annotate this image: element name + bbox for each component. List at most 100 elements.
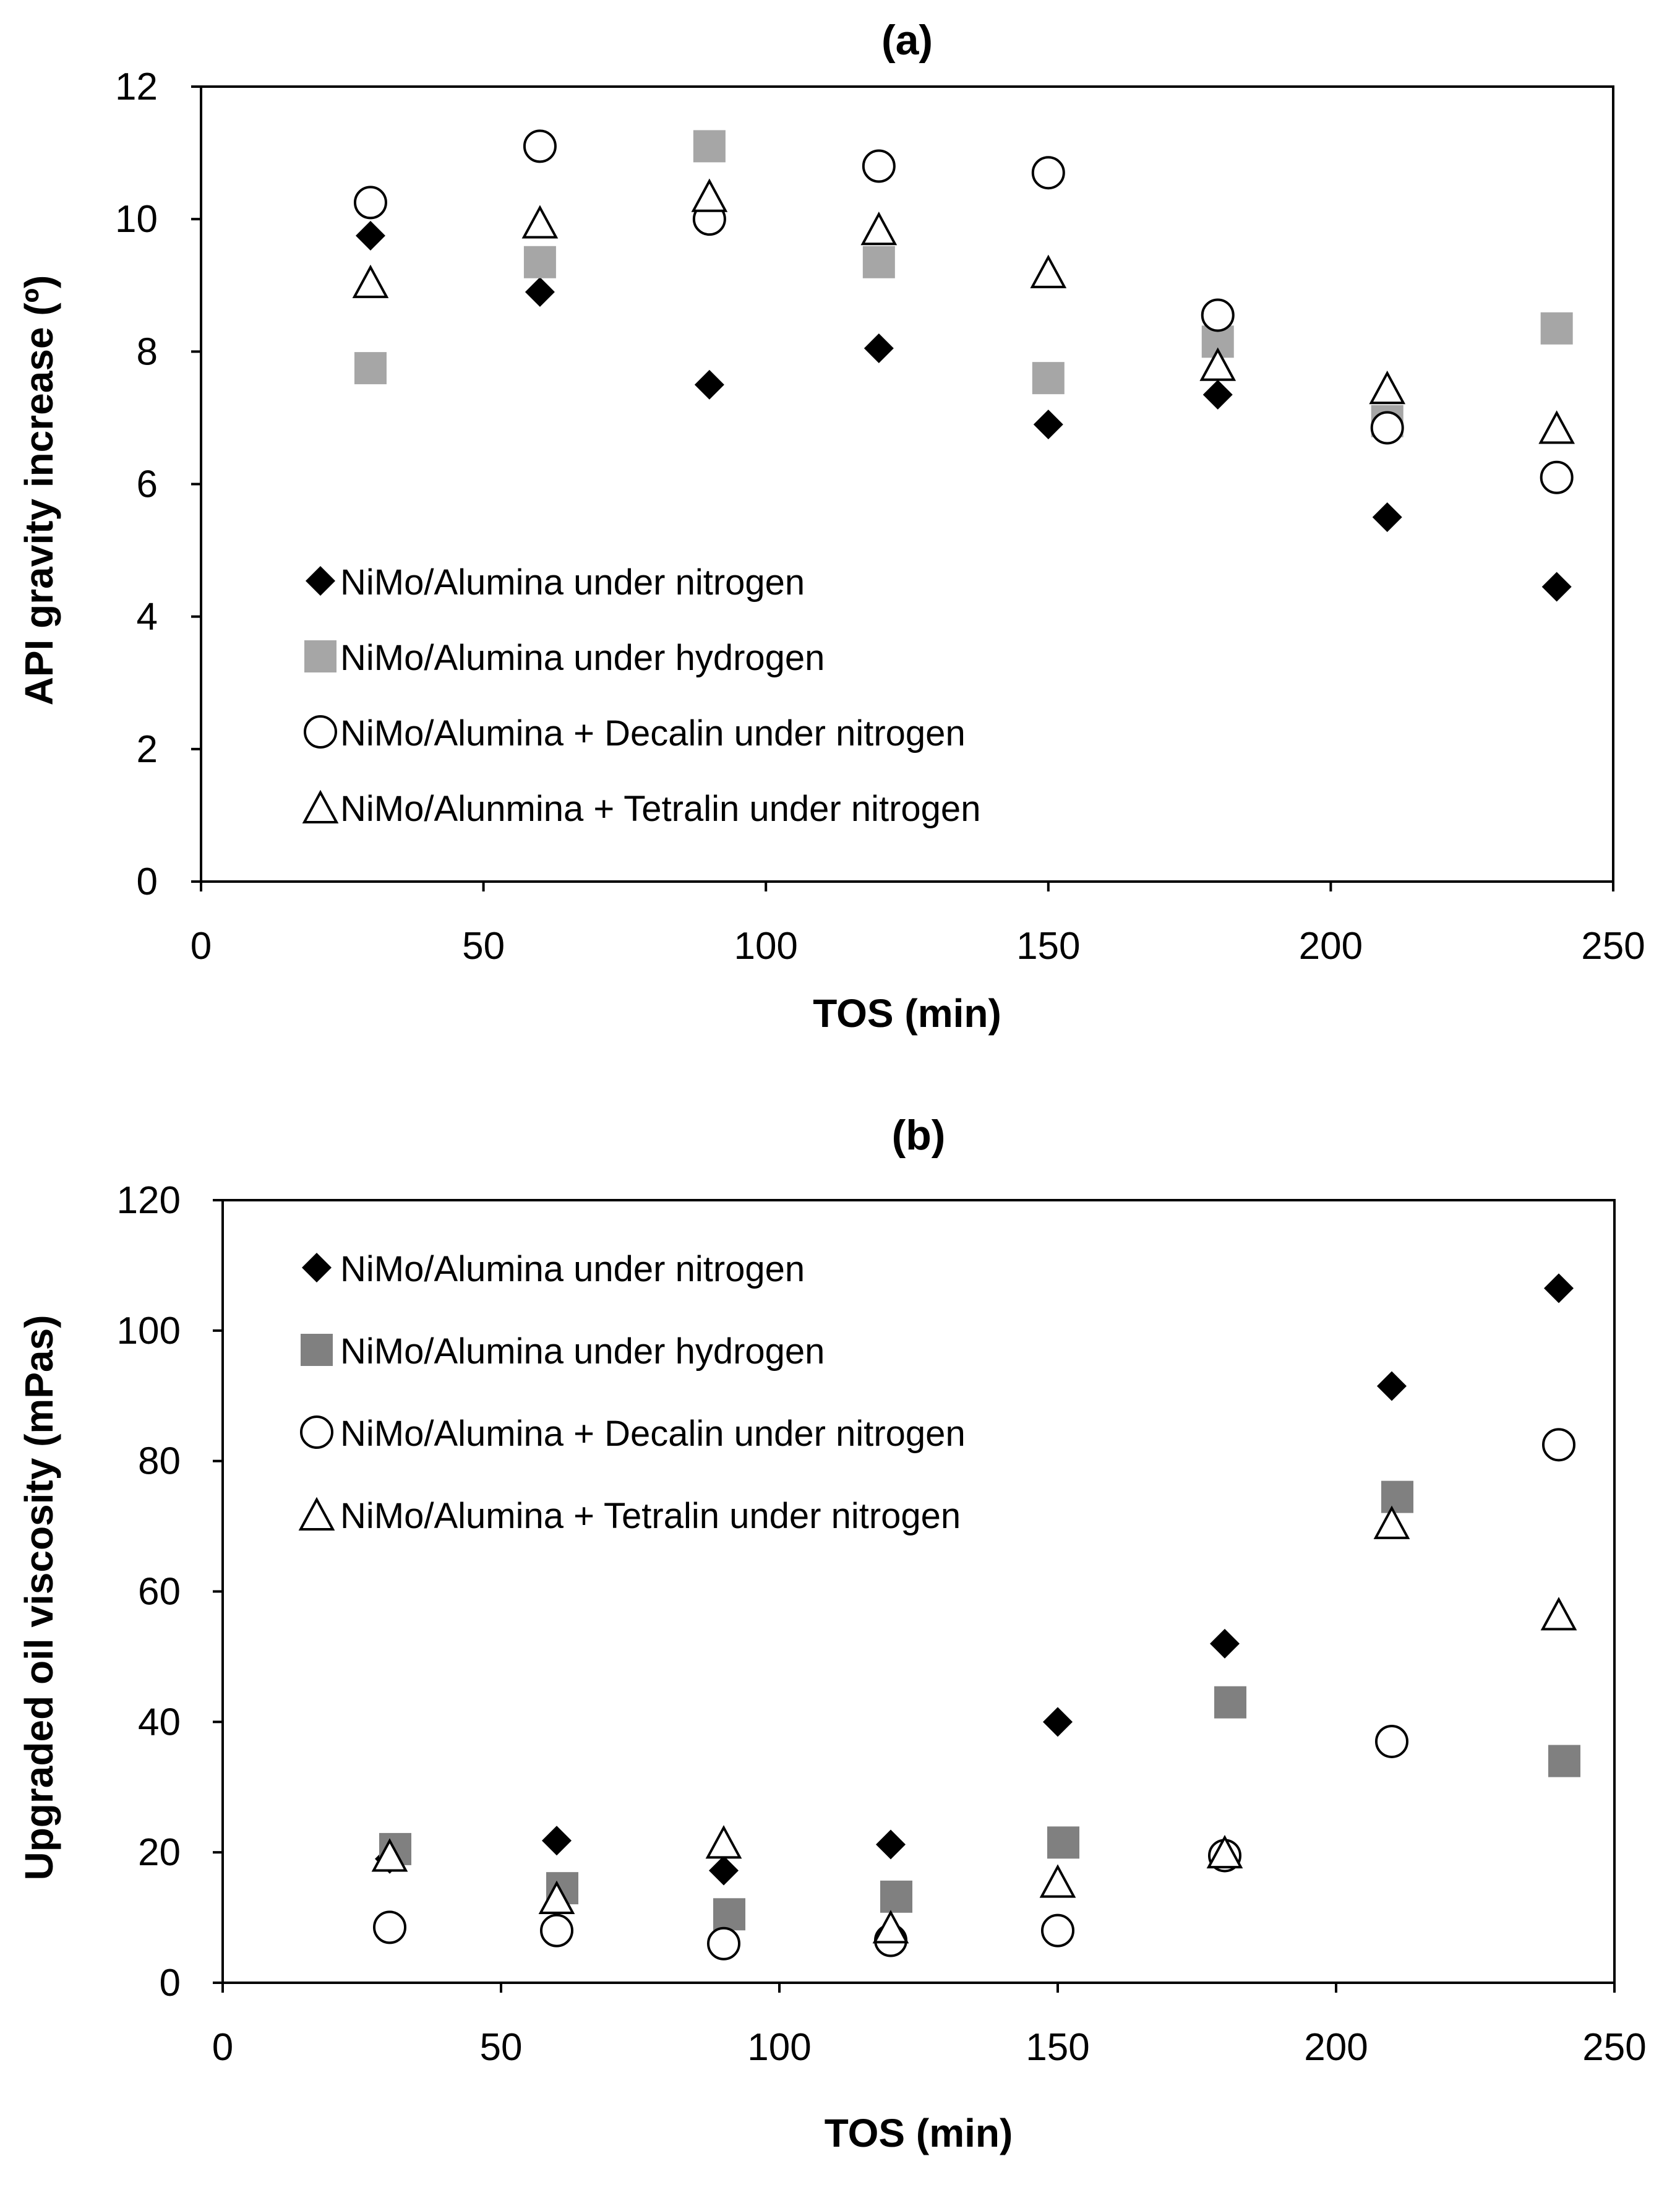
data-point-series-4 [860, 212, 898, 246]
legend-marker-circle [300, 1415, 333, 1449]
x-tick-label: 150 [1026, 2026, 1089, 2069]
y-tick-label: 40 [138, 1701, 181, 1743]
legend-marker-square [304, 640, 336, 672]
y-tick-label: 120 [117, 1179, 181, 1222]
y-tick-label: 0 [160, 1962, 181, 2004]
data-point-series-2 [354, 352, 387, 385]
data-point-series-3 [862, 149, 896, 183]
data-point-series-3 [707, 1926, 740, 1960]
data-point-series-2 [1381, 1480, 1413, 1513]
y-axis-label: Upgraded oil viscosity (mPas) [17, 1315, 61, 1880]
data-point-series-2 [1032, 362, 1065, 395]
panel-b: (b) 0 50 100 150 200 250 0 20 40 60 80 100 120 TOS (mi… [17, 1112, 1647, 2155]
y-tick-label: 2 [137, 728, 158, 771]
data-point-series-1 [709, 1855, 739, 1886]
y-tick-label: 8 [137, 330, 158, 373]
chart-title: (a) [881, 17, 933, 64]
data-point-series-4 [1039, 1864, 1076, 1898]
y-tick-label: 100 [117, 1310, 181, 1352]
data-point-series-1 [1033, 410, 1063, 440]
x-tick-label: 0 [212, 2026, 233, 2069]
data-point-series-3 [1375, 1724, 1408, 1758]
data-point-series-1 [694, 369, 724, 400]
legend-marker-circle [304, 715, 337, 749]
data-point-series-3 [1542, 1428, 1575, 1462]
chart-title: (b) [892, 1112, 946, 1159]
data-point-series-4 [1373, 1505, 1410, 1539]
plot-area [221, 1199, 1616, 1984]
x-tick-label: 250 [1581, 925, 1645, 968]
data-point-series-1 [1377, 1371, 1407, 1401]
data-point-series-1 [1544, 1273, 1574, 1303]
x-tick-label: 100 [734, 925, 797, 968]
legend-label: NiMo/Alumina under nitrogen [340, 562, 805, 603]
x-tick-label: 200 [1304, 2026, 1368, 2069]
legend-marker-diamond [306, 566, 335, 596]
data-point-series-4 [1199, 347, 1236, 381]
data-point-series-1 [1043, 1707, 1073, 1737]
data-point-series-4 [371, 1838, 408, 1872]
legend-label: NiMo/Alumina under nitrogen [340, 1249, 805, 1289]
x-tick-label: 100 [747, 2026, 811, 2069]
legend-label: NiMo/Alumina + Tetralin under nitrogen [340, 1496, 961, 1536]
data-point-series-4 [705, 1825, 742, 1859]
data-point-series-1 [1372, 502, 1402, 533]
data-point-series-2 [1214, 1686, 1246, 1719]
data-point-series-2 [693, 130, 726, 163]
data-point-series-3 [1201, 298, 1235, 332]
data-point-series-1 [355, 220, 385, 251]
y-tick-label: 20 [138, 1831, 181, 1874]
data-point-series-3 [1031, 156, 1065, 190]
legend: NiMo/Alumina under nitrogen NiMo/Alumina … [302, 562, 980, 829]
legend-marker-triangle [302, 789, 339, 823]
data-point-series-3 [1041, 1913, 1074, 1947]
x-tick-label: 50 [480, 2026, 523, 2069]
data-point-series-4 [1540, 1597, 1577, 1631]
data-point-series-3 [353, 186, 387, 220]
y-tick-label: 10 [115, 198, 158, 241]
legend-marker-diamond [302, 1253, 332, 1282]
data-point-series-2 [523, 246, 556, 278]
data-point-series-4 [1538, 410, 1575, 444]
y-tick-label: 0 [137, 861, 158, 903]
legend: NiMo/Alumina under nitrogen NiMo/Alumina … [298, 1249, 966, 1536]
data-point-series-4 [1369, 371, 1406, 405]
y-tick-label: 80 [138, 1440, 181, 1483]
data-point-series-4 [872, 1910, 909, 1944]
legend-label: NiMo/Alumina under hydrogen [340, 638, 825, 678]
data-point-series-3 [540, 1913, 573, 1947]
data-point-series-1 [542, 1826, 572, 1856]
y-axis-label: API gravity increase (º) [17, 275, 61, 706]
data-point-series-3 [1370, 411, 1404, 445]
data-point-series-4 [538, 1880, 575, 1914]
y-tick-label: 4 [137, 596, 158, 638]
x-tick-label: 150 [1016, 925, 1080, 968]
legend-marker-square [301, 1334, 333, 1366]
data-point-series-4 [1206, 1834, 1243, 1869]
data-point-series-4 [521, 205, 559, 239]
x-tick-label: 0 [191, 925, 212, 968]
data-point-series-1 [1210, 1628, 1240, 1659]
x-tick-label: 200 [1299, 925, 1363, 968]
data-point-series-1 [876, 1829, 906, 1860]
data-point-series-1 [1541, 572, 1572, 602]
data-point-series-4 [1030, 254, 1067, 288]
legend-label: NiMo/Alumina + Decalin under nitrogen [340, 1414, 966, 1454]
data-point-series-3 [373, 1910, 406, 1944]
data-point-series-2 [1047, 1826, 1079, 1859]
data-point-series-3 [1540, 460, 1574, 494]
data-point-series-3 [523, 129, 557, 163]
data-point-series-4 [352, 264, 389, 298]
legend-label: NiMo/Alunmina + Tetralin under nitrogen [340, 789, 980, 829]
y-tick-label: 6 [137, 463, 158, 506]
legend-marker-triangle [298, 1497, 335, 1531]
x-tick-label: 250 [1582, 2026, 1646, 2069]
data-point-series-2 [880, 1880, 912, 1913]
x-tick-label: 50 [462, 925, 505, 968]
data-point-series-2 [862, 246, 895, 278]
legend-label: NiMo/Alumina + Decalin under nitrogen [340, 713, 966, 754]
data-point-series-2 [1548, 1745, 1580, 1777]
data-point-series-2 [713, 1898, 745, 1931]
panel-a: (a) 0 50 100 150 200 250 0 2 4 6 8 10 12 TOS (min) API … [17, 17, 1645, 1036]
